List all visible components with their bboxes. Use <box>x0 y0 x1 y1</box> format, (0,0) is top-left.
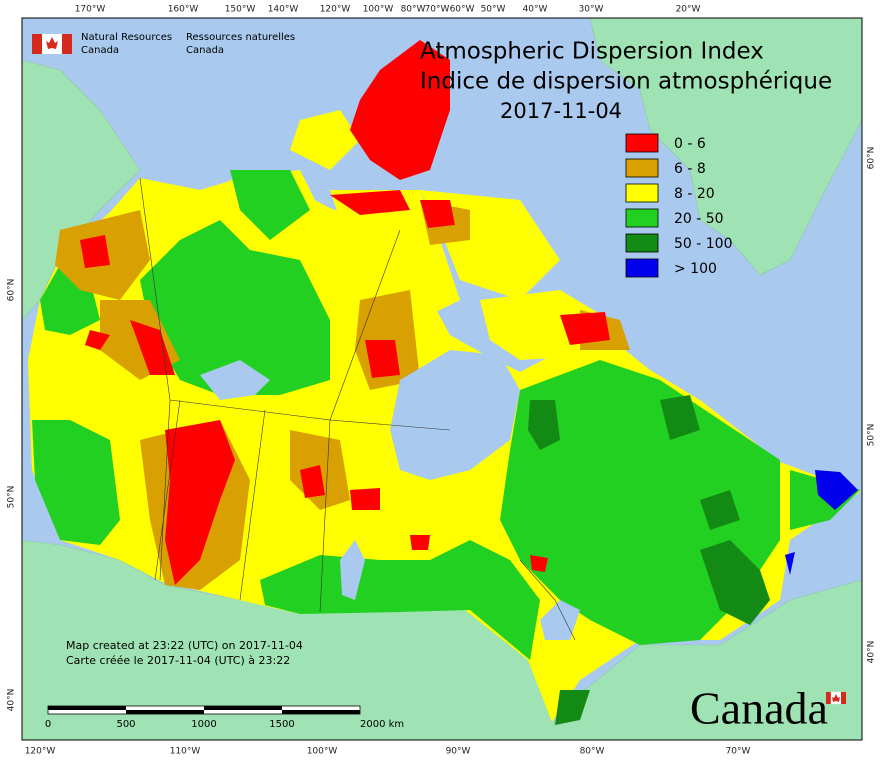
scale-bar-segment <box>48 706 126 710</box>
arctic-islands <box>230 110 610 360</box>
flag-band <box>32 34 42 54</box>
longitude-label: 20°W <box>676 5 701 15</box>
latitude-label: 60°N <box>7 279 17 302</box>
longitude-label: 90°W <box>446 747 471 757</box>
maple-leaf <box>832 694 840 702</box>
longitude-label: 50°W <box>481 5 506 15</box>
zone-blue <box>785 470 858 575</box>
longitude-label: 140°W <box>268 5 299 15</box>
scale-label: 1000 <box>191 719 216 730</box>
agency-en: Canada <box>81 45 119 56</box>
map-note: Carte créée le 2017-11-04 (UTC) à 23:22 <box>66 654 290 667</box>
alaska <box>21 59 141 321</box>
map-border <box>21 17 863 741</box>
legend-swatch <box>625 183 659 203</box>
longitude-label: 110°W <box>170 747 201 757</box>
scale-label: 0 <box>45 719 51 730</box>
longitude-label: 120°W <box>25 747 56 757</box>
legend-label: 20 - 50 <box>674 211 724 227</box>
longitude-label: 80°W <box>401 5 426 15</box>
latitude-label: 50°N <box>7 486 17 509</box>
maple-leaf <box>46 37 58 49</box>
flag-band <box>62 34 72 54</box>
scale-bar <box>47 705 361 715</box>
flag-band <box>826 692 831 704</box>
zone-red <box>330 40 450 215</box>
flag-band <box>841 692 846 704</box>
lakes <box>200 360 580 640</box>
longitude-label: 150°W <box>225 5 256 15</box>
scale-bar-segment <box>282 710 360 714</box>
legend-swatch <box>625 133 659 153</box>
legend-label: 50 - 100 <box>674 236 733 252</box>
title-fr: Indice de dispersion atmosphérique <box>420 69 832 95</box>
title-en: Atmospheric Dispersion Index <box>420 39 764 65</box>
longitude-label: 70°W <box>425 5 450 15</box>
zone-green <box>140 220 330 395</box>
longitude-label: 70°W <box>726 747 751 757</box>
title-date: 2017-11-04 <box>500 99 622 123</box>
legend-label: 8 - 20 <box>674 186 715 202</box>
provincial-borders <box>139 177 576 641</box>
longitude-label: 170°W <box>75 5 106 15</box>
scale-label: 1500 <box>269 719 294 730</box>
agency-logo <box>32 34 72 54</box>
zone-green <box>260 540 540 660</box>
longitude-label: 160°W <box>168 5 199 15</box>
legend-label: 0 - 6 <box>674 136 706 152</box>
hudson-bay <box>390 350 520 480</box>
graticule-labels: 170°W 160°W 150°W 140°W 120°W 100°W 80°W 70°W 60… <box>7 5 877 757</box>
latitude-label: 40°N <box>7 689 17 712</box>
agency-fr: Ressources naturelles <box>186 32 295 43</box>
longitude-label: 80°W <box>580 747 605 757</box>
scale-label: 2000 km <box>360 719 404 730</box>
zone-dark-green <box>528 395 770 725</box>
legend: 0 - 6 6 - 8 8 - 20 20 - 50 50 - 100 > 100 <box>625 133 733 278</box>
scale-label: 500 <box>116 719 135 730</box>
legend-label: 6 - 8 <box>674 161 706 177</box>
longitude-label: 60°W <box>450 5 475 15</box>
latitude-label: 60°N <box>867 147 877 170</box>
wordmark-flag <box>826 691 846 705</box>
scale-bar-segment <box>204 706 282 710</box>
map-note: Map created at 23:22 (UTC) on 2017-11-04 <box>66 639 303 652</box>
longitude-label: 30°W <box>579 5 604 15</box>
zone-green <box>230 170 310 240</box>
scale-labels: 0 500 1000 1500 2000 km <box>45 719 404 730</box>
wordmark: Canada <box>690 683 828 734</box>
longitude-label: 120°W <box>320 5 351 15</box>
zone-green <box>32 420 120 545</box>
zone-red <box>80 200 610 585</box>
agency-en: Natural Resources <box>81 32 172 43</box>
legend-swatch <box>625 233 659 253</box>
scale-bar-segment <box>126 710 204 714</box>
longitude-label: 100°W <box>307 747 338 757</box>
legend-swatch <box>625 158 659 178</box>
legend-swatch <box>625 258 659 278</box>
longitude-label: 40°W <box>523 5 548 15</box>
longitude-label: 100°W <box>363 5 394 15</box>
legend-swatch <box>625 208 659 228</box>
latitude-label: 40°N <box>867 641 877 664</box>
legend-label: > 100 <box>674 261 717 277</box>
latitude-label: 50°N <box>867 424 877 447</box>
agency-fr: Canada <box>186 45 224 56</box>
